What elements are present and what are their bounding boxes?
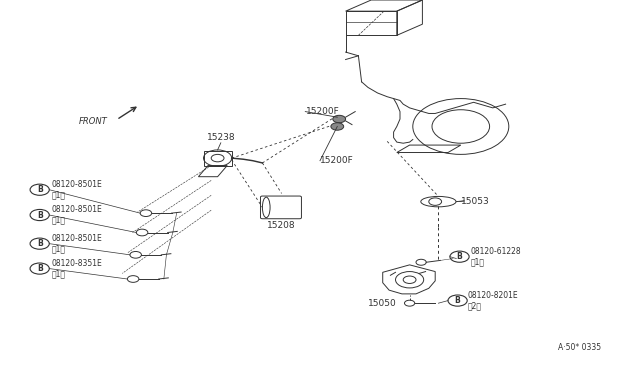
Text: 15238: 15238 — [207, 133, 235, 142]
Text: B: B — [37, 211, 42, 219]
Text: 15053: 15053 — [461, 197, 490, 206]
Text: B: B — [455, 296, 460, 305]
Text: 15208: 15208 — [267, 221, 295, 230]
Text: 08120-8501E
〈1〉: 08120-8501E 〈1〉 — [51, 234, 102, 253]
Text: B: B — [37, 264, 42, 273]
Text: 08120-61228
〈1〉: 08120-61228 〈1〉 — [470, 247, 521, 266]
Text: 08120-8501E
〈1〉: 08120-8501E 〈1〉 — [51, 205, 102, 225]
Circle shape — [333, 115, 346, 123]
Text: B: B — [37, 239, 42, 248]
Text: A·50* 0335: A·50* 0335 — [558, 343, 601, 352]
Text: B: B — [457, 252, 462, 261]
Text: 08120-8501E
〈1〉: 08120-8501E 〈1〉 — [51, 180, 102, 199]
Text: 15200F: 15200F — [306, 107, 340, 116]
Text: FRONT: FRONT — [79, 117, 108, 126]
Text: B: B — [37, 185, 42, 194]
Text: 08120-8351E
〈1〉: 08120-8351E 〈1〉 — [51, 259, 102, 278]
Circle shape — [331, 123, 344, 130]
Text: 15200F: 15200F — [320, 156, 354, 165]
Text: 08120-8201E
〈2〉: 08120-8201E 〈2〉 — [467, 291, 518, 310]
Text: 15050: 15050 — [369, 299, 397, 308]
